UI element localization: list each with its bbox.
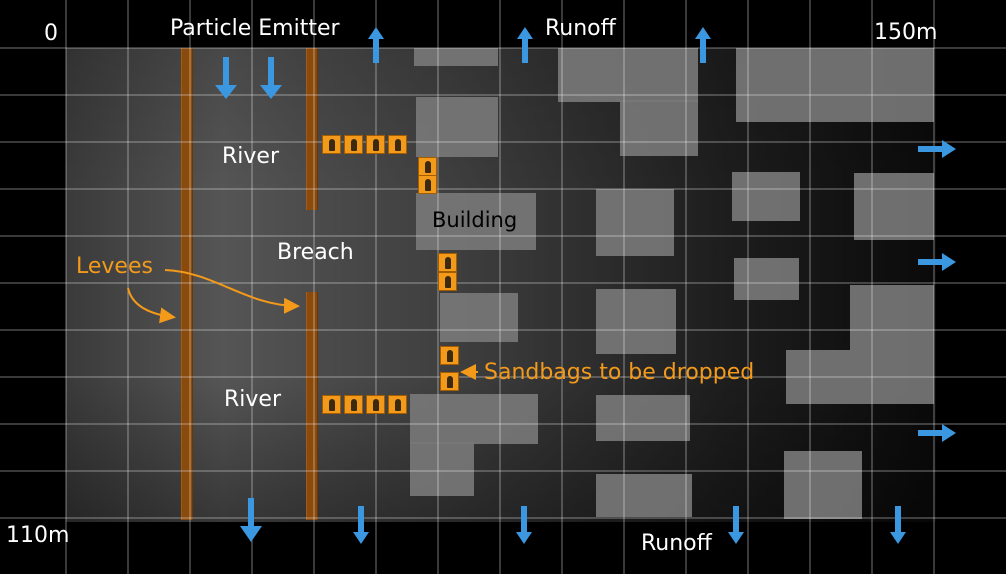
- sandbag-icon: [388, 135, 407, 154]
- building-block: [558, 48, 698, 102]
- sandbag-icon: [322, 395, 341, 414]
- building-block: [732, 172, 800, 221]
- building-block: [850, 285, 934, 350]
- building-block: [784, 451, 862, 519]
- river-upper-label: River: [222, 144, 279, 169]
- arrow-icon: [918, 140, 956, 158]
- sandbag-icon: [388, 395, 407, 414]
- arrow-icon: [918, 424, 956, 442]
- arrow-icon: [890, 506, 906, 544]
- sandbag-icon: [366, 135, 385, 154]
- levee-annotation-curve-right: [164, 269, 300, 314]
- arrow-icon: [728, 506, 744, 544]
- arrow-icon: [260, 57, 282, 99]
- building-block: [620, 100, 698, 156]
- arrow-icon: [240, 498, 262, 542]
- runoff-bottom-label: Runoff: [641, 531, 712, 556]
- scale-150m-label: 150m: [874, 20, 938, 45]
- sandbag-icon: [366, 395, 385, 414]
- river-lower-label: River: [224, 387, 281, 412]
- building-block: [854, 173, 934, 240]
- arrow-icon: [517, 27, 533, 63]
- levees-label: Levees: [76, 254, 153, 279]
- building-block: [596, 474, 692, 517]
- arrow-icon: [516, 506, 532, 544]
- building-block: [416, 97, 498, 157]
- scale-110m-label: 110m: [6, 523, 70, 548]
- building-block: [786, 350, 934, 404]
- particle-emitter-label: Particle Emitter: [170, 16, 340, 41]
- building-block: [410, 394, 538, 444]
- scale-zero-label: 0: [44, 21, 58, 46]
- sandbag-icon: [440, 372, 459, 391]
- sandbag-icon: [438, 272, 457, 291]
- sandbag-icon: [440, 346, 459, 365]
- sandbag-icon: [438, 253, 457, 272]
- levee-left: [181, 48, 193, 520]
- sandbag-icon: [344, 135, 363, 154]
- breach-label: Breach: [277, 240, 354, 265]
- sandbag-icon: [418, 175, 437, 194]
- building-block: [596, 395, 690, 441]
- arrow-icon: [368, 27, 384, 63]
- building-block: [414, 48, 498, 66]
- building-label: Building: [432, 208, 518, 232]
- levee-annotation-curve-left: [127, 287, 176, 324]
- building-block: [736, 48, 934, 122]
- sandbags-label: Sandbags to be dropped: [484, 360, 755, 385]
- levee-right-lower: [306, 292, 318, 520]
- runoff-top-label: Runoff: [545, 16, 616, 41]
- levee-right-upper: [306, 48, 318, 210]
- building-block: [596, 189, 674, 256]
- arrow-icon: [353, 506, 369, 544]
- building-block: [440, 293, 518, 342]
- arrow-icon: [918, 253, 956, 271]
- building-block: [596, 289, 676, 354]
- arrow-icon: [215, 57, 237, 99]
- sandbag-icon: [344, 395, 363, 414]
- sandbag-icon: [322, 135, 341, 154]
- building-block: [734, 258, 799, 300]
- arrow-icon: [695, 27, 711, 63]
- building-block: [410, 442, 474, 496]
- building-block: [416, 193, 536, 250]
